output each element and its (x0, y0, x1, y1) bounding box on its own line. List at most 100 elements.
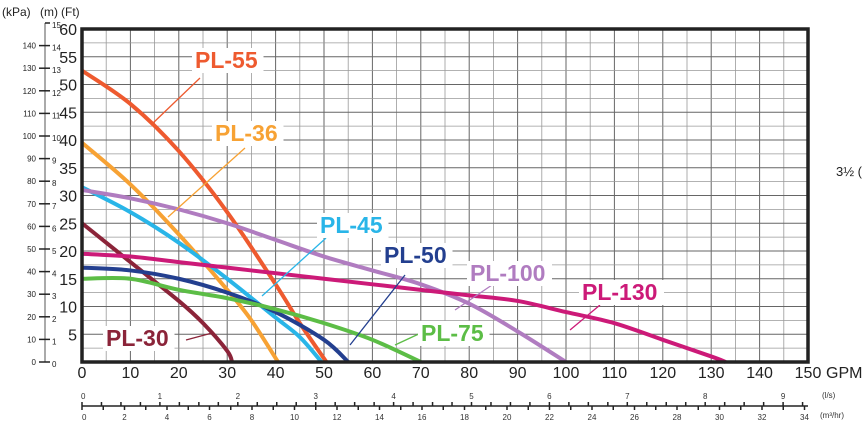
leader-line-pl-130 (569, 304, 601, 331)
curve-label-pl-75: PL-75 (421, 320, 484, 346)
leader-line-pl-50 (349, 274, 406, 346)
m-tick-label: 7 (52, 202, 57, 211)
x-tick-label: 0 (78, 365, 87, 382)
lps-tick-label: 2 (236, 392, 241, 401)
kpa-axis-label: (kPa) (2, 5, 31, 19)
label-background (579, 280, 664, 305)
x-tick-label: 20 (170, 365, 188, 382)
m3hr-tick-label: 16 (418, 413, 427, 422)
lps-tick-label: 8 (703, 392, 708, 401)
m3hr-tick-label: 4 (165, 413, 170, 422)
x-tick-label: 80 (460, 365, 478, 382)
lps-tick-label: 0 (81, 392, 86, 401)
m-tick-label: 0 (52, 360, 57, 369)
m3hr-tick-label: 34 (800, 413, 809, 422)
curve-labels: PL-55 PL-36 PL-45 PL-30 PL-50 PL-75 PL-100 PL-1… (103, 47, 664, 351)
m3hr-tick-label: 24 (588, 413, 597, 422)
m3hr-tick-label: 14 (375, 413, 384, 422)
lps-tick-label: 6 (547, 392, 552, 401)
x-tick-label: 100 (553, 365, 580, 382)
y-tick-label: 60 (59, 22, 77, 39)
m-tick-label: 6 (52, 224, 57, 233)
m3hr-tick-label: 22 (545, 413, 554, 422)
x-tick-label: 150 (795, 365, 822, 382)
lps-tick-label: 7 (625, 392, 630, 401)
curve-pl-30 (80, 221, 234, 363)
m3hr-tick-label: 6 (207, 413, 212, 422)
curve-pl-45 (81, 185, 324, 364)
m-axis-label: (m) (40, 5, 58, 19)
m-tick-label: 10 (52, 134, 61, 143)
kpa-tick-label: 0 (32, 358, 37, 367)
curve-pl-130 (81, 251, 727, 364)
curves (80, 68, 727, 364)
kpa-tick-label: 140 (23, 42, 37, 51)
m3hr-axis-label: (m³/hr) (820, 411, 844, 420)
m3hr-tick-label: 18 (460, 413, 469, 422)
y-tick-label: 15 (59, 272, 77, 289)
x-tick-label: 50 (315, 365, 333, 382)
label-background (418, 321, 490, 346)
x-tick-label: 60 (364, 365, 382, 382)
lps-tick-label: 3 (313, 392, 318, 401)
m-tick-label: 9 (52, 157, 57, 166)
y-tick-label: 5 (68, 327, 77, 344)
kpa-tick-label: 50 (27, 245, 36, 254)
m3hr-tick-label: 8 (250, 413, 255, 422)
x-tick-label: 90 (509, 365, 527, 382)
side-note: 3½ ( (836, 164, 862, 179)
curve-label-pl-36: PL-36 (215, 120, 278, 146)
lps-tick-label: 1 (158, 392, 163, 401)
x-tick-label: 30 (218, 365, 236, 382)
y-tick-label: 25 (59, 216, 77, 233)
curve-label-pl-55: PL-55 (195, 47, 258, 73)
label-background (192, 48, 264, 73)
leader-line-pl-55 (151, 77, 201, 125)
lps-tick-label: 5 (469, 392, 474, 401)
label-background (212, 121, 284, 146)
leader-line-pl-100 (454, 284, 493, 311)
kpa-tick-label: 20 (27, 313, 36, 322)
m-tick-label: 8 (52, 179, 57, 188)
y-tick-label: 55 (59, 50, 77, 67)
m-tick-label: 3 (52, 292, 57, 301)
curve-pl-50 (81, 265, 350, 364)
kpa-tick-label: 40 (27, 268, 36, 277)
m-tick-label: 15 (52, 21, 61, 30)
m3hr-tick-label: 28 (673, 413, 682, 422)
y-tick-label: 50 (59, 78, 77, 95)
y-tick-label: 30 (59, 189, 77, 206)
kpa-tick-label: 100 (23, 132, 37, 141)
m3hr-tick-label: 12 (333, 413, 342, 422)
kpa-tick-label: 110 (23, 109, 36, 118)
label-background (381, 243, 453, 268)
curve-label-pl-130: PL-130 (582, 279, 657, 305)
m3hr-tick-label: 32 (758, 413, 767, 422)
lps-axis-label: (l/s) (822, 391, 836, 400)
gpm-axis-label: GPM (826, 365, 862, 382)
y-tick-label: 35 (59, 161, 77, 178)
x-tick-label: 40 (267, 365, 285, 382)
x-tick-label: 140 (746, 365, 773, 382)
y-tick-label: 40 (59, 133, 77, 150)
curve-label-pl-30: PL-30 (106, 325, 169, 351)
leader-line-pl-36 (167, 147, 246, 218)
m3hr-tick-label: 20 (503, 413, 512, 422)
label-background (103, 326, 175, 351)
m-tick-label: 13 (52, 66, 61, 75)
lps-tick-label: 4 (391, 392, 396, 401)
ft-axis-label: (Ft) (61, 5, 80, 19)
m3hr-tick-label: 30 (715, 413, 724, 422)
label-background (467, 261, 552, 286)
grid (81, 28, 809, 363)
plot-frame (80, 27, 810, 364)
m3hr-tick-label: 0 (82, 413, 87, 422)
kpa-tick-label: 130 (23, 64, 37, 73)
lps-tick-label: 9 (781, 392, 786, 401)
m-tick-label: 12 (52, 89, 61, 98)
label-background (317, 213, 389, 238)
m-tick-label: 5 (52, 247, 57, 256)
m-tick-label: 1 (52, 337, 57, 346)
